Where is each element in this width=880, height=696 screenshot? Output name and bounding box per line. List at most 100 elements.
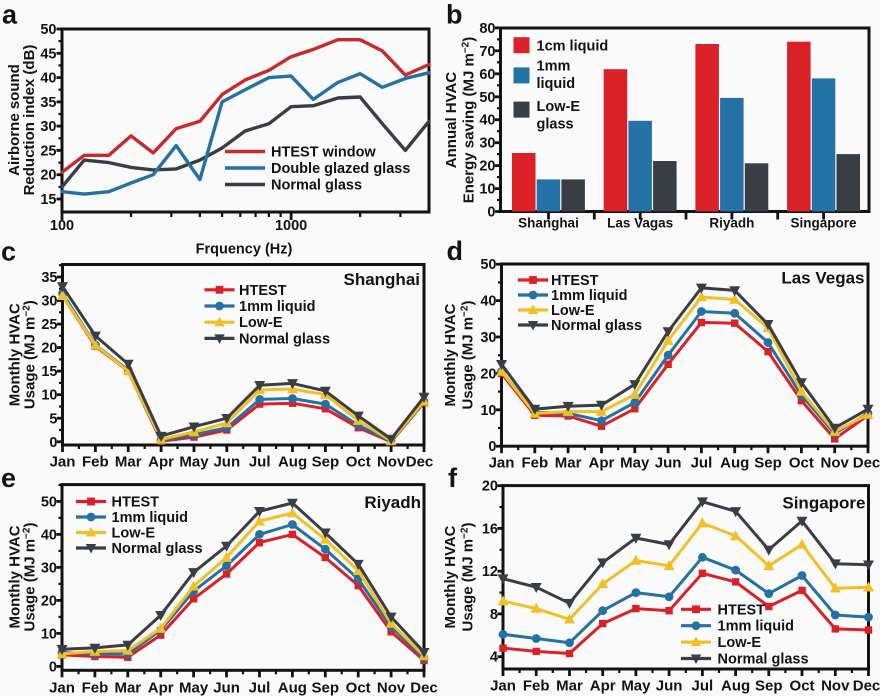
svg-text:Dec: Dec: [410, 680, 438, 696]
svg-text:Feb: Feb: [82, 680, 109, 696]
svg-text:Jan: Jan: [50, 454, 76, 471]
svg-text:50: 50: [40, 22, 56, 38]
svg-text:30: 30: [479, 136, 495, 152]
svg-text:10: 10: [41, 626, 57, 642]
svg-text:Sep: Sep: [312, 454, 340, 471]
svg-text:Frquency (Hz): Frquency (Hz): [196, 242, 293, 258]
svg-text:0: 0: [49, 435, 57, 451]
svg-text:80: 80: [479, 21, 495, 37]
svg-text:35: 35: [40, 95, 56, 111]
svg-text:50: 50: [41, 494, 57, 510]
svg-text:Normal glass: Normal glass: [112, 541, 203, 557]
svg-text:Reduction index (dB): Reduction index (dB): [21, 45, 38, 196]
svg-text:Riyadh: Riyadh: [364, 493, 421, 512]
svg-text:Shanghai: Shanghai: [343, 270, 420, 289]
svg-text:1mm liquid: 1mm liquid: [551, 288, 628, 304]
svg-text:a: a: [2, 0, 18, 30]
svg-text:0: 0: [49, 659, 57, 675]
svg-text:Usage (MJ m−2): Usage (MJ m−2): [460, 523, 477, 632]
svg-text:35: 35: [41, 270, 57, 286]
svg-text:Mar: Mar: [114, 680, 141, 696]
svg-text:100: 100: [50, 218, 74, 234]
svg-text:Usage (MJ m−2): Usage (MJ m−2): [22, 523, 39, 632]
svg-text:5: 5: [49, 411, 57, 427]
svg-text:0: 0: [488, 439, 496, 455]
svg-text:Singapore: Singapore: [782, 494, 865, 513]
svg-text:Monthly HVAC: Monthly HVAC: [442, 525, 459, 628]
svg-text:Low-E: Low-E: [112, 526, 156, 542]
svg-text:15: 15: [41, 364, 57, 380]
svg-text:Apr: Apr: [148, 454, 174, 471]
svg-text:f: f: [448, 463, 458, 493]
svg-text:Las Vegas: Las Vegas: [781, 269, 864, 288]
svg-text:b: b: [446, 0, 463, 29]
svg-text:Singapore: Singapore: [791, 216, 858, 231]
svg-text:40: 40: [41, 527, 57, 543]
svg-text:20: 20: [480, 366, 496, 382]
svg-text:Aug: Aug: [720, 455, 749, 472]
svg-text:Low-E: Low-E: [551, 303, 595, 319]
svg-text:c: c: [1, 237, 16, 267]
svg-text:Jun: Jun: [213, 454, 240, 471]
svg-text:Jan: Jan: [490, 678, 516, 695]
svg-text:Nov: Nov: [821, 678, 850, 695]
svg-text:Oct: Oct: [789, 455, 814, 472]
svg-text:glass: glass: [537, 116, 574, 132]
svg-text:May: May: [621, 678, 651, 695]
svg-text:40: 40: [480, 294, 496, 310]
svg-text:30: 30: [480, 330, 496, 346]
svg-text:16: 16: [482, 521, 498, 537]
svg-text:Energy saving (MJ m−2): Energy saving (MJ m−2): [461, 37, 478, 203]
svg-text:1mm: 1mm: [537, 58, 571, 74]
svg-text:Jan: Jan: [489, 455, 515, 472]
svg-text:Monthly HVAC: Monthly HVAC: [442, 303, 459, 406]
svg-text:Nov: Nov: [377, 680, 406, 696]
svg-text:Feb: Feb: [521, 455, 548, 472]
svg-text:Aug: Aug: [278, 454, 307, 471]
svg-text:Oct: Oct: [790, 678, 815, 695]
svg-text:25: 25: [41, 317, 57, 333]
svg-text:Mar: Mar: [556, 678, 583, 695]
svg-text:Apr: Apr: [589, 455, 615, 472]
svg-text:20: 20: [41, 593, 57, 609]
svg-text:Shanghai: Shanghai: [518, 216, 579, 231]
svg-text:d: d: [447, 236, 464, 266]
svg-text:Las Vagas: Las Vagas: [607, 216, 673, 231]
svg-text:Jun: Jun: [213, 680, 240, 696]
svg-text:Annual HVAC: Annual HVAC: [443, 72, 460, 169]
svg-text:Jul: Jul: [249, 454, 271, 471]
svg-text:Low-E: Low-E: [537, 99, 581, 115]
svg-text:1mm liquid: 1mm liquid: [112, 510, 189, 526]
svg-text:Aug: Aug: [278, 680, 307, 696]
svg-text:e: e: [1, 463, 16, 493]
svg-text:Sep: Sep: [312, 680, 340, 696]
svg-text:Dec: Dec: [853, 455, 880, 472]
svg-text:Apr: Apr: [590, 678, 616, 695]
svg-text:Normal glass: Normal glass: [551, 318, 642, 334]
svg-text:1mm liquid: 1mm liquid: [718, 619, 795, 635]
svg-text:Dec: Dec: [406, 454, 434, 471]
svg-text:Feb: Feb: [82, 454, 109, 471]
svg-text:60: 60: [479, 67, 495, 83]
svg-text:liquid: liquid: [537, 76, 576, 92]
svg-text:12: 12: [482, 564, 498, 580]
svg-text:Dec: Dec: [853, 678, 880, 695]
svg-text:30: 30: [40, 119, 56, 135]
svg-text:0: 0: [487, 205, 495, 221]
svg-text:HTEST: HTEST: [112, 495, 160, 511]
svg-text:10: 10: [480, 403, 496, 419]
svg-text:20: 20: [482, 479, 498, 495]
svg-text:10: 10: [479, 182, 495, 198]
svg-text:May: May: [620, 455, 650, 472]
svg-text:HTEST: HTEST: [239, 283, 287, 299]
svg-text:May: May: [179, 454, 209, 471]
svg-text:Jan: Jan: [49, 680, 75, 696]
svg-text:Feb: Feb: [523, 678, 550, 695]
svg-text:Mar: Mar: [555, 455, 582, 472]
svg-text:8: 8: [490, 607, 498, 623]
svg-text:Jun: Jun: [656, 678, 683, 695]
svg-text:Normal glass: Normal glass: [271, 178, 362, 194]
svg-text:45: 45: [40, 46, 56, 62]
svg-text:Jul: Jul: [691, 455, 713, 472]
svg-text:15: 15: [40, 192, 56, 208]
